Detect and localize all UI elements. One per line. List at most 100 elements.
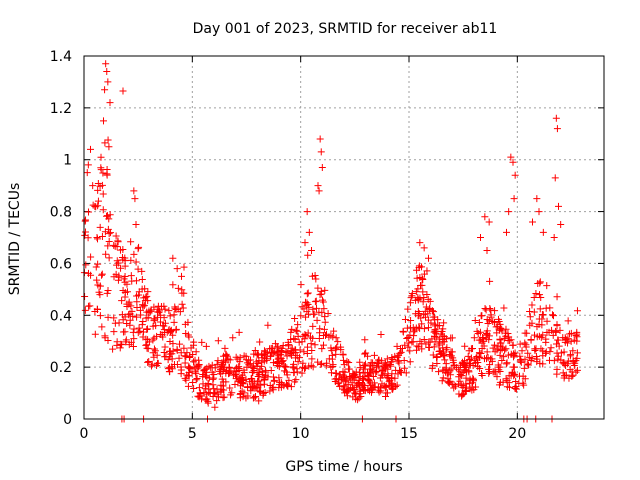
data-point <box>260 374 268 382</box>
data-point <box>503 359 511 367</box>
data-point <box>572 332 580 340</box>
data-point <box>128 307 136 315</box>
data-point <box>355 368 363 376</box>
data-point <box>279 341 287 349</box>
data-point <box>387 362 395 370</box>
data-point <box>444 369 452 377</box>
data-point <box>316 329 324 337</box>
data-point <box>471 316 479 324</box>
data-point <box>539 228 547 236</box>
data-point <box>285 376 293 384</box>
data-point <box>505 337 513 345</box>
data-point <box>550 234 558 241</box>
data-point <box>166 312 174 320</box>
data-point <box>191 368 199 376</box>
data-point <box>210 389 218 397</box>
data-point <box>308 347 316 355</box>
data-point <box>553 293 561 301</box>
y-axis-label: SRMTID / TECUs <box>7 183 23 296</box>
data-point <box>566 352 574 360</box>
data-point <box>169 281 177 289</box>
data-point <box>298 303 306 311</box>
data-point <box>161 305 169 313</box>
data-point <box>186 352 194 360</box>
data-point <box>536 305 544 313</box>
data-point <box>460 366 468 374</box>
data-point <box>82 261 90 269</box>
data-point <box>573 330 581 338</box>
data-point <box>565 330 573 338</box>
data-point <box>573 366 581 374</box>
data-point <box>114 237 122 245</box>
data-point <box>507 336 515 344</box>
data-point <box>169 254 177 262</box>
data-point <box>119 87 127 95</box>
data-point <box>308 246 315 254</box>
data-point <box>470 334 478 342</box>
data-point <box>537 345 545 353</box>
data-point <box>254 360 262 368</box>
data-point <box>119 328 127 336</box>
data-point <box>164 365 172 373</box>
data-point <box>217 388 225 396</box>
data-point <box>275 352 283 360</box>
data-point <box>424 324 432 332</box>
data-point <box>332 375 340 383</box>
data-point <box>446 352 454 360</box>
data-point <box>105 230 113 238</box>
data-point <box>283 352 291 360</box>
data-point <box>306 333 314 341</box>
data-point <box>248 368 256 376</box>
data-point <box>378 365 386 373</box>
data-point <box>404 305 412 313</box>
data-point <box>556 326 564 334</box>
data-point <box>320 305 328 313</box>
data-point <box>529 218 536 226</box>
data-point <box>269 386 277 394</box>
data-point <box>202 342 210 350</box>
data-point <box>561 372 569 380</box>
data-point <box>253 351 261 359</box>
data-point <box>412 310 420 318</box>
data-point <box>130 187 138 195</box>
data-point <box>397 348 405 356</box>
data-point <box>481 213 489 221</box>
data-point <box>284 382 292 390</box>
data-point <box>543 317 551 325</box>
data-point <box>367 384 375 392</box>
data-point <box>545 328 553 336</box>
data-point <box>261 367 269 375</box>
data-point <box>294 358 302 366</box>
data-point <box>572 368 580 376</box>
data-point <box>370 362 378 370</box>
data-point <box>482 306 490 314</box>
data-point <box>350 374 358 382</box>
data-point <box>288 325 296 333</box>
data-point <box>298 369 306 377</box>
data-point <box>264 321 272 329</box>
data-point <box>172 305 180 313</box>
data-point <box>148 360 156 368</box>
data-point <box>298 338 306 346</box>
data-point <box>187 344 195 352</box>
data-point <box>172 326 180 334</box>
data-point <box>149 349 157 357</box>
data-point <box>509 363 517 371</box>
data-point <box>81 306 89 314</box>
data-point <box>105 254 113 262</box>
data-point <box>354 396 362 404</box>
data-point <box>211 389 219 397</box>
data-point <box>386 360 394 368</box>
chart-title: Day 001 of 2023, SRMTID for receiver ab1… <box>193 21 498 37</box>
data-point <box>560 360 568 368</box>
data-point <box>113 261 121 269</box>
data-point <box>116 344 124 352</box>
data-point <box>546 348 554 356</box>
data-point <box>503 228 510 236</box>
data-point <box>127 238 135 246</box>
data-point <box>478 371 486 379</box>
data-point <box>249 394 257 402</box>
data-point <box>511 384 519 392</box>
data-point <box>316 135 324 143</box>
